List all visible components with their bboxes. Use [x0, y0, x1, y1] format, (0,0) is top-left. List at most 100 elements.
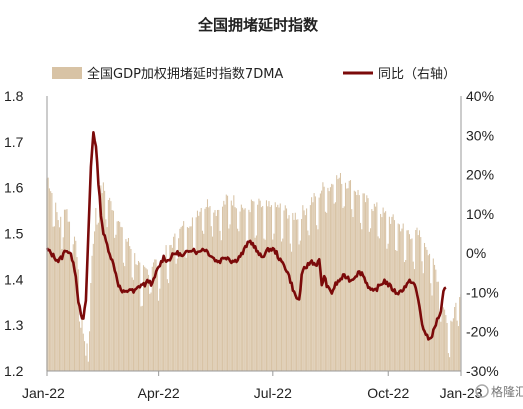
- bar: [107, 200, 109, 371]
- bar: [179, 228, 181, 371]
- bar: [397, 223, 399, 371]
- bar: [126, 241, 128, 371]
- bar: [377, 236, 379, 371]
- bar: [189, 226, 191, 371]
- bar: [203, 233, 205, 371]
- bar: [117, 220, 119, 371]
- bar: [267, 206, 269, 371]
- bar: [67, 221, 69, 371]
- x-tick-label: Jan-23: [440, 385, 483, 401]
- bar: [327, 187, 329, 371]
- bar: [47, 177, 49, 371]
- legend-bar-label: 全国GDP加权拥堵延时指数7DMA: [87, 66, 283, 82]
- bar: [411, 238, 413, 371]
- bar: [91, 255, 93, 371]
- bar: [308, 235, 310, 371]
- bar: [302, 205, 304, 371]
- bar: [70, 257, 72, 371]
- right-tick-label: -10%: [466, 284, 499, 300]
- bar: [109, 197, 111, 371]
- watermark-text: 格隆汇: [491, 384, 523, 399]
- right-tick-label: 40%: [466, 88, 494, 104]
- bar: [274, 202, 276, 371]
- bar: [306, 208, 308, 371]
- bar: [156, 266, 158, 371]
- bar: [368, 231, 370, 371]
- bar: [176, 258, 178, 371]
- bar: [445, 315, 447, 371]
- bar: [348, 180, 350, 371]
- bar: [171, 247, 173, 371]
- bar: [173, 236, 175, 371]
- bar: [324, 211, 326, 371]
- bar: [282, 238, 284, 371]
- bar: [291, 251, 293, 371]
- bar: [190, 226, 192, 371]
- bar: [242, 207, 244, 371]
- right-tick-label: 0%: [466, 245, 486, 261]
- bar: [387, 243, 389, 371]
- bar: [247, 240, 249, 371]
- bar: [430, 283, 432, 371]
- bar: [351, 209, 353, 371]
- bar: [259, 200, 261, 371]
- bar: [361, 229, 363, 371]
- bar: [58, 227, 60, 371]
- bar: [102, 182, 104, 371]
- bar: [297, 219, 299, 371]
- right-tick-label: 10%: [466, 206, 494, 222]
- bar: [122, 262, 124, 371]
- bar: [191, 217, 193, 371]
- bar: [353, 190, 355, 371]
- bar: [209, 206, 211, 371]
- bar: [446, 322, 448, 371]
- bar: [349, 180, 352, 371]
- x-tick-label: Jan-22: [22, 385, 65, 401]
- bar: [223, 200, 225, 371]
- bar: [437, 281, 439, 371]
- right-tick-label: -20%: [466, 324, 499, 340]
- bar: [301, 218, 303, 371]
- bar: [65, 209, 67, 371]
- bar: [304, 215, 306, 371]
- bar: [455, 302, 457, 371]
- bar: [96, 224, 98, 371]
- bar: [249, 212, 251, 371]
- bar: [175, 263, 177, 371]
- bar: [234, 207, 236, 371]
- left-tick-label: 1.8: [4, 88, 24, 104]
- bar: [139, 262, 141, 371]
- bar: [278, 207, 280, 371]
- bar: [243, 209, 245, 371]
- bar: [115, 234, 117, 371]
- bar: [452, 318, 454, 371]
- bar: [150, 292, 152, 371]
- bar: [253, 201, 255, 371]
- bar: [71, 258, 73, 371]
- bar: [145, 268, 147, 371]
- axes: 1.8 1.7 1.6 1.5 1.4 1.3 1.2 40% 30% 20% 10% 0% -10% -…: [4, 88, 499, 401]
- bar: [222, 206, 224, 371]
- bar: [85, 355, 87, 371]
- bar: [97, 222, 99, 371]
- bar: [316, 225, 318, 371]
- left-tick-label: 1.5: [4, 226, 24, 242]
- bar: [254, 237, 256, 371]
- bar: [407, 230, 409, 371]
- bar: [440, 321, 442, 371]
- bar: [186, 227, 188, 371]
- bar: [317, 229, 319, 371]
- bar: [132, 279, 134, 371]
- legend: 全国GDP加权拥堵延时指数7DMA 同比（右轴）: [52, 66, 456, 82]
- bar: [180, 227, 182, 371]
- bar: [224, 204, 226, 371]
- bar: [329, 187, 331, 371]
- left-tick-label: 1.3: [4, 317, 24, 333]
- bar: [388, 216, 390, 371]
- left-tick-label: 1.2: [4, 363, 24, 379]
- bar: [215, 215, 217, 371]
- bar: [53, 226, 55, 371]
- bar: [101, 193, 103, 371]
- bar: [260, 207, 262, 371]
- bar: [136, 265, 138, 371]
